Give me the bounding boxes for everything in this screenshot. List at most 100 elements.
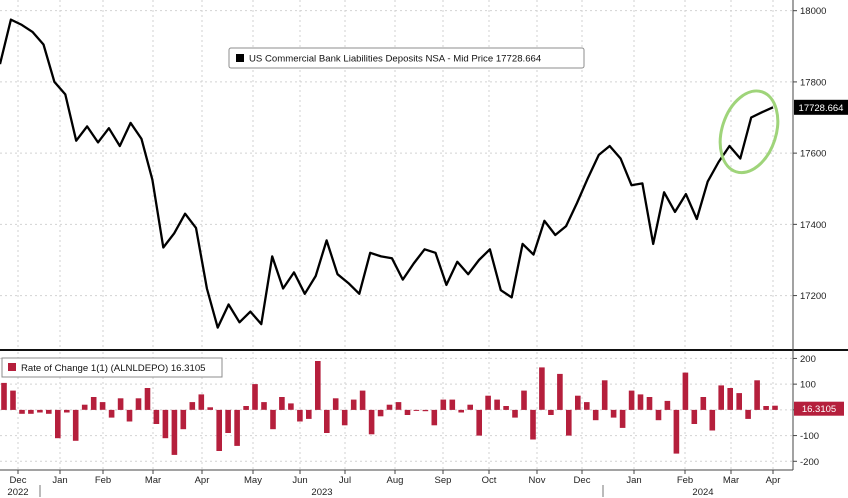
sub-last-value-label: 16.3105: [802, 404, 836, 415]
roc-bar: [646, 397, 653, 410]
roc-bar: [664, 400, 671, 410]
roc-bar: [55, 409, 61, 439]
roc-bar: [413, 409, 420, 411]
roc-bar: [153, 409, 160, 424]
roc-bar: [28, 409, 34, 414]
roc-bar: [754, 380, 760, 410]
roc-bar: [19, 409, 25, 414]
x-tick-label: Feb: [95, 475, 111, 486]
x-tick-label: Mar: [145, 475, 161, 486]
main-panel: 18000 17800 17600 17400 17200 US Commercial …: [0, 0, 848, 349]
roc-bar: [306, 409, 312, 419]
sub-panel: 2001000-100-200 Rate of Change 1(1) (ALN…: [0, 352, 844, 469]
x-tick-label: Apr: [766, 475, 781, 486]
sub-last-value-box: [794, 401, 844, 416]
main-y-tick-label: 18000: [800, 6, 826, 17]
roc-bar: [81, 404, 88, 410]
roc-bar: [64, 409, 70, 413]
main-y-tick-label: 17400: [800, 220, 826, 231]
x-year-label: 2024: [692, 487, 713, 498]
roc-bar: [37, 409, 43, 413]
x-tick-label: Jun: [292, 475, 307, 486]
roc-bar: [368, 409, 375, 435]
sub-y-tick-label: 200: [800, 354, 816, 365]
roc-bar: [718, 385, 724, 410]
roc-bar: [458, 409, 464, 413]
main-last-value-tag: 17728.664: [794, 99, 848, 115]
x-tick-label: Feb: [677, 475, 693, 486]
roc-bar: [359, 390, 366, 410]
roc-bar: [216, 409, 222, 451]
roc-bar: [108, 409, 115, 418]
roc-bar: [10, 390, 16, 410]
main-legend: US Commercial Bank Liabilities Deposits …: [228, 47, 585, 69]
roc-bar: [503, 406, 509, 410]
x-tick-label: Dec: [574, 475, 591, 486]
x-tick-label: Sep: [435, 475, 452, 486]
x-year-label: 2022: [7, 487, 28, 498]
sub-last-value-tag: 16.3105: [794, 401, 844, 416]
sub-legend: Rate of Change 1(1) (ALNLDEPO) 16.3105: [1, 357, 223, 378]
main-y-axis: 18000 17800 17600 17400 17200: [793, 6, 826, 302]
roc-bar: [592, 409, 599, 421]
roc-bar: [324, 409, 330, 433]
roc-bar: [404, 409, 411, 415]
roc-bar: [619, 409, 626, 428]
sub-y-tick-label: -200: [800, 457, 819, 468]
roc-bar: [709, 409, 716, 431]
roc-bar: [691, 409, 698, 424]
roc-bar: [512, 409, 518, 418]
main-legend-swatch: [236, 54, 244, 62]
roc-bar: [261, 402, 267, 410]
x-tick-label: May: [244, 475, 262, 486]
main-grid: [0, 0, 793, 349]
x-tick-label: Jul: [339, 475, 351, 486]
sub-legend-swatch: [8, 363, 16, 371]
roc-bar: [745, 409, 751, 419]
roc-bar: [566, 409, 572, 436]
roc-bar: [297, 409, 303, 422]
roc-bar: [180, 409, 187, 430]
roc-bar: [162, 409, 169, 439]
roc-bar: [135, 398, 142, 410]
roc-bar: [673, 409, 680, 454]
sub-y-tick-label: 100: [800, 380, 816, 391]
roc-bar: [243, 406, 249, 410]
roc-bar: [548, 409, 554, 415]
main-y-tick-label: 17600: [800, 149, 826, 160]
x-tick-label: Dec: [10, 475, 27, 486]
roc-bar: [315, 361, 321, 410]
x-tick-label: Jan: [626, 475, 641, 486]
roc-bar: [72, 409, 79, 441]
roc-bar: [332, 398, 339, 410]
roc-bar: [601, 380, 608, 410]
roc-bar: [422, 409, 429, 412]
main-legend-label: US Commercial Bank Liabilities Deposits …: [249, 54, 542, 65]
roc-bar: [655, 409, 662, 421]
roc-bar: [46, 409, 52, 414]
roc-bar: [431, 409, 438, 426]
roc-bar: [485, 395, 491, 410]
deposits-line-series: [0, 18, 774, 329]
roc-bar: [700, 397, 707, 410]
roc-bar: [628, 390, 635, 410]
roc-bar: [584, 402, 590, 410]
roc-bar: [610, 409, 617, 418]
roc-bar: [252, 384, 258, 410]
roc-bar: [198, 394, 205, 410]
x-tick-label: Aug: [387, 475, 404, 486]
roc-bar: [449, 399, 456, 410]
x-tick-label: Jan: [52, 475, 67, 486]
roc-bar: [440, 399, 447, 410]
roc-bar: [377, 409, 384, 417]
main-last-value-label: 17728.664: [799, 103, 844, 114]
roc-bar: [386, 404, 393, 410]
roc-bar: [530, 409, 536, 440]
roc-bar: [350, 399, 357, 410]
roc-bar: [736, 393, 742, 410]
roc-bar: [99, 402, 106, 410]
roc-bar: [90, 397, 97, 410]
x-tick-label: Oct: [482, 475, 497, 486]
x-tick-label: Nov: [529, 475, 546, 486]
roc-bar: [494, 399, 500, 410]
